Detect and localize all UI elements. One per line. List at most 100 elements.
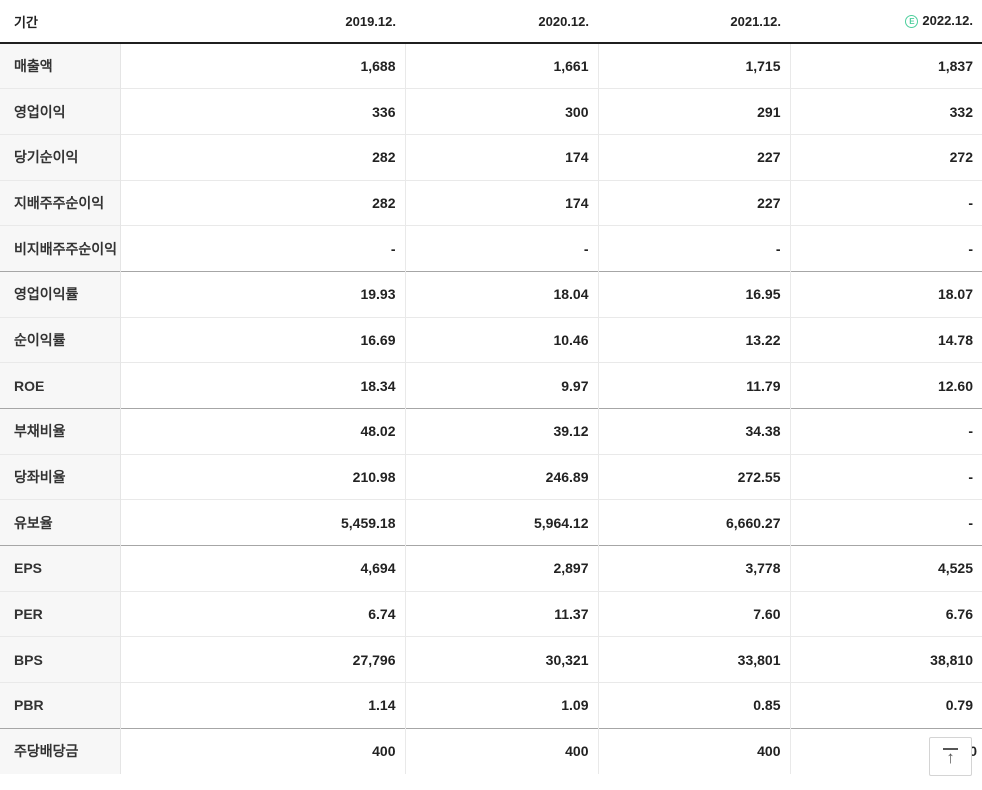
table-row: 지배주주순이익 282 174 227- [0, 179, 982, 226]
row-label-cell: 당좌비율 [0, 453, 121, 500]
value-cell: 0.85 [598, 682, 791, 729]
table-row: 영업이익률 19.93 18.04 16.95 18.07 [0, 270, 982, 318]
value-cell: 11.37 [405, 590, 599, 637]
value-cell: 18.04 [405, 270, 599, 318]
value-cell: 400 [120, 727, 406, 774]
table-row: PBR 1.14 1.09 0.85 0.79 [0, 682, 982, 729]
value-cell: 27,796 [120, 636, 406, 683]
year-header-cell: 2021.12. [598, 0, 790, 44]
value-cell: 246.89 [405, 453, 599, 500]
value-cell: 4,525 [790, 545, 982, 592]
value-cell: - [598, 225, 791, 272]
value-cell: 282 [120, 133, 406, 181]
row-label-cell: PER [0, 590, 121, 637]
value-cell: 5,964.12 [405, 499, 599, 546]
value-cell: 12.60 [790, 362, 982, 409]
value-cell: 6,660.27 [598, 499, 791, 546]
value-cell: 227 [598, 179, 791, 226]
row-label-cell: 비지배주주순이익 [0, 225, 121, 272]
table-row: EPS 4,694 2,897 3,778 4,525 [0, 545, 982, 592]
value-cell: 227 [598, 133, 791, 181]
value-cell: 13.22 [598, 316, 791, 363]
value-cell: 0.79 [790, 682, 982, 729]
value-cell: 9.97 [405, 362, 599, 409]
table-row: 매출액 1,688 1,661 1,715 1,837 [0, 42, 982, 89]
row-label-cell: BPS [0, 636, 121, 683]
row-label-cell: 유보율 [0, 499, 121, 546]
row-label-cell: 영업이익률 [0, 270, 121, 318]
table-row: 당기순이익 282 174 227 272 [0, 133, 982, 181]
row-label-cell: ROE [0, 362, 121, 409]
value-cell: 16.95 [598, 270, 791, 318]
value-cell: - [405, 225, 599, 272]
table-row: 부채비율 48.02 39.12 34.38- [0, 408, 982, 455]
row-label-cell: EPS [0, 545, 121, 592]
value-cell: 400 [405, 727, 599, 774]
value-cell: - [790, 408, 982, 455]
value-cell: 18.07 [790, 270, 982, 318]
value-cell: 174 [405, 133, 599, 181]
value-cell: 10.46 [405, 316, 599, 363]
row-label-cell: 매출액 [0, 42, 121, 89]
year-header-cell: 2020.12. [405, 0, 598, 44]
scroll-to-top-button[interactable]: ↑ [929, 737, 972, 776]
value-cell: - [790, 179, 982, 226]
value-cell: 400 [598, 727, 791, 774]
value-cell: 272 [790, 133, 982, 181]
value-cell: 6.74 [120, 590, 406, 637]
value-cell: 272.55 [598, 453, 791, 500]
financial-summary-table: 기간 2019.12. 2020.12. 2021.12. E 2022.12. 매출액… [0, 0, 982, 774]
table-row: 주당배당금400400400400 [0, 727, 982, 774]
estimate-icon: E [905, 15, 919, 29]
row-label-cell: 영업이익 [0, 88, 121, 135]
value-cell: 1,715 [598, 42, 791, 89]
value-cell: 1.14 [120, 682, 406, 729]
value-cell: - [790, 499, 982, 546]
value-cell: 1,661 [405, 42, 599, 89]
row-label-cell: 당기순이익 [0, 133, 121, 181]
value-cell: 4,694 [120, 545, 406, 592]
table-row: 유보율 5,459.18 5,964.12 6,660.27- [0, 499, 982, 546]
value-cell: - [790, 225, 982, 272]
value-cell: 48.02 [120, 408, 406, 455]
top-bar-icon [943, 747, 958, 750]
row-label-cell: 부채비율 [0, 408, 121, 455]
year-header-cell: E 2022.12. [790, 0, 982, 44]
row-label-cell: 주당배당금 [0, 727, 121, 774]
value-cell: 18.34 [120, 362, 406, 409]
value-cell: 6.76 [790, 590, 982, 637]
table-row: 영업이익 336 300 291 332 [0, 88, 982, 135]
value-cell: 30,321 [405, 636, 599, 683]
value-cell: 1.09 [405, 682, 599, 729]
value-cell: 282 [120, 179, 406, 226]
value-cell: 34.38 [598, 408, 791, 455]
value-cell: 11.79 [598, 362, 791, 409]
table-row: 당좌비율 210.98 246.89 272.55- [0, 453, 982, 500]
value-cell: 174 [405, 179, 599, 226]
value-cell: 19.93 [120, 270, 406, 318]
value-cell: 210.98 [120, 453, 406, 500]
up-arrow-icon: ↑ [946, 747, 955, 767]
value-cell: 39.12 [405, 408, 599, 455]
value-cell: 3,778 [598, 545, 791, 592]
period-header-cell: 기간 [0, 0, 120, 44]
value-cell: 33,801 [598, 636, 791, 683]
header-row: 기간 2019.12. 2020.12. 2021.12. E 2022.12. [0, 0, 982, 44]
table-row: PER 6.74 11.37 7.60 6.76 [0, 590, 982, 637]
value-cell: 336 [120, 88, 406, 135]
value-cell: 16.69 [120, 316, 406, 363]
table-row: 순이익률 16.69 10.46 13.22 14.78 [0, 316, 982, 363]
value-cell: 2,897 [405, 545, 599, 592]
value-cell: 38,810 [790, 636, 982, 683]
row-label-cell: 순이익률 [0, 316, 121, 363]
value-cell: 14.78 [790, 316, 982, 363]
value-cell: 291 [598, 88, 791, 135]
value-cell: 7.60 [598, 590, 791, 637]
row-label-cell: PBR [0, 682, 121, 729]
value-cell: - [790, 453, 982, 500]
value-cell: 300 [405, 88, 599, 135]
row-label-cell: 지배주주순이익 [0, 179, 121, 226]
table-row: BPS 27,796 30,321 33,801 38,810 [0, 636, 982, 683]
value-cell: - [120, 225, 406, 272]
